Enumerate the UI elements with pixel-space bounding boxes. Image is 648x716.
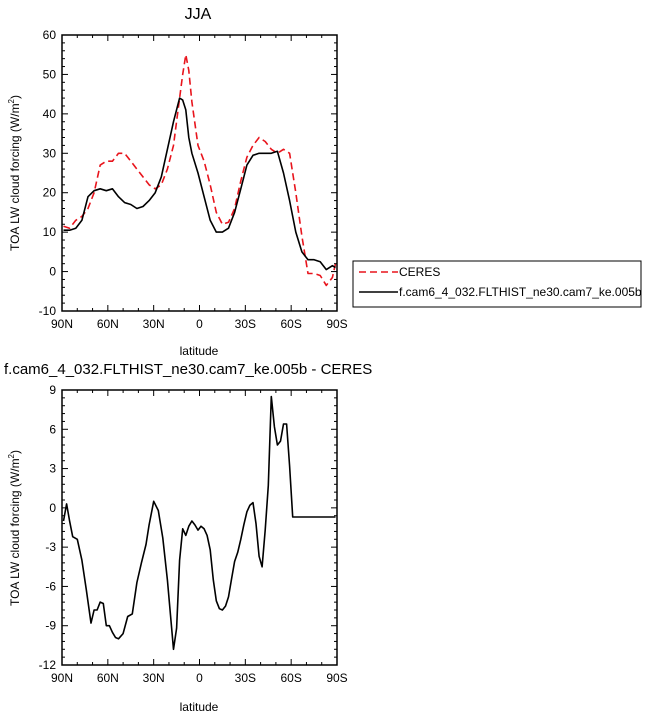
top-y-tick-label: 10 <box>43 225 57 239</box>
bottom-x-tick-label: 90N <box>51 671 73 685</box>
top-y-axis-label: TOA LW cloud forcing (W/m2) <box>7 95 22 251</box>
bottom-axes: 90N 60N 30N 0 30S 60S 90S -12 -9 -6 -3 0 3 6 9 <box>39 383 348 685</box>
legend-label-model: f.cam6_4_032.FLTHIST_ne30.cam7_ke.005b <box>399 285 642 299</box>
top-y-axis-label-main: TOA LW cloud forcing (W/m <box>8 103 22 251</box>
bottom-y-tick-label: -6 <box>45 579 56 593</box>
top-x-tick-label: 60S <box>280 317 301 331</box>
legend-label-ceres: CERES <box>399 265 440 279</box>
top-x-tick-label: 30S <box>235 317 256 331</box>
bottom-x-tick-label: 60N <box>97 671 119 685</box>
bottom-y-tick-label: -9 <box>45 619 56 633</box>
bottom-y-tick-label: -12 <box>39 658 57 672</box>
top-x-tick-label: 60N <box>97 317 119 331</box>
legend-box <box>352 260 642 308</box>
bottom-y-tick-label: 6 <box>49 422 56 436</box>
bottom-x-tick-label: 0 <box>196 671 203 685</box>
top-chart-title: JJA <box>185 6 212 23</box>
top-y-tick-label: 40 <box>43 107 57 121</box>
bottom-y-tick-label: 9 <box>49 383 56 397</box>
top-y-tick-label: 0 <box>49 265 56 279</box>
top-x-tick-label: 30N <box>143 317 165 331</box>
bottom-x-tick-label: 60S <box>280 671 301 685</box>
bottom-y-axis-label: TOA LW cloud forcing (W/m2) <box>7 450 22 606</box>
bottom-y-tick-label: 3 <box>49 462 56 476</box>
bottom-x-axis-label: latitude <box>180 700 219 714</box>
bottom-series-line-0 <box>62 395 336 651</box>
top-series-line-1 <box>63 97 336 271</box>
top-y-tick-label: 30 <box>43 146 57 160</box>
bottom-series-lines <box>62 395 336 651</box>
bottom-panel: f.cam6_4_032.FLTHIST_ne30.cam7_ke.005b -… <box>4 361 372 714</box>
top-y-axis-label-end: ) <box>8 95 22 99</box>
bottom-y-axis-label-main: TOA LW cloud forcing (W/m <box>8 458 22 606</box>
top-y-tick-label: 20 <box>43 186 57 200</box>
top-x-tick-label: 90N <box>51 317 73 331</box>
top-panel: JJA 90N 60N 30N 0 30S 60S 90S-100102030405060 … <box>7 6 642 358</box>
top-plot-frame <box>61 34 338 312</box>
bottom-x-tick-label: 30N <box>143 671 165 685</box>
bottom-chart-title: f.cam6_4_032.FLTHIST_ne30.cam7_ke.005b -… <box>4 361 372 378</box>
top-y-tick-label: 50 <box>43 67 57 81</box>
bottom-x-tick-label: 30S <box>235 671 256 685</box>
top-x-tick-label: 0 <box>196 317 203 331</box>
bottom-y-tick-label: -3 <box>45 540 56 554</box>
top-axes: 90N 60N 30N 0 30S 60S 90S -10 0 10 20 30 40 50 60 <box>39 28 348 331</box>
top-y-tick-label: -10 <box>39 304 57 318</box>
top-x-tick-label: 90S <box>326 317 347 331</box>
top-y-axis-label-sup: 2 <box>7 98 16 103</box>
top-series-line-0 <box>63 53 337 287</box>
bottom-y-axis-label-sup: 2 <box>7 453 16 458</box>
bottom-x-tick-label: 90S <box>326 671 347 685</box>
bottom-y-tick-label: 0 <box>49 501 56 515</box>
bottom-y-axis-label-end: ) <box>8 450 22 454</box>
top-series-lines <box>63 53 337 287</box>
legend: CERES f.cam6_4_032.FLTHIST_ne30.cam7_ke.… <box>352 260 642 308</box>
top-y-tick-label: 60 <box>43 28 57 42</box>
top-x-axis-label: latitude <box>180 344 219 358</box>
